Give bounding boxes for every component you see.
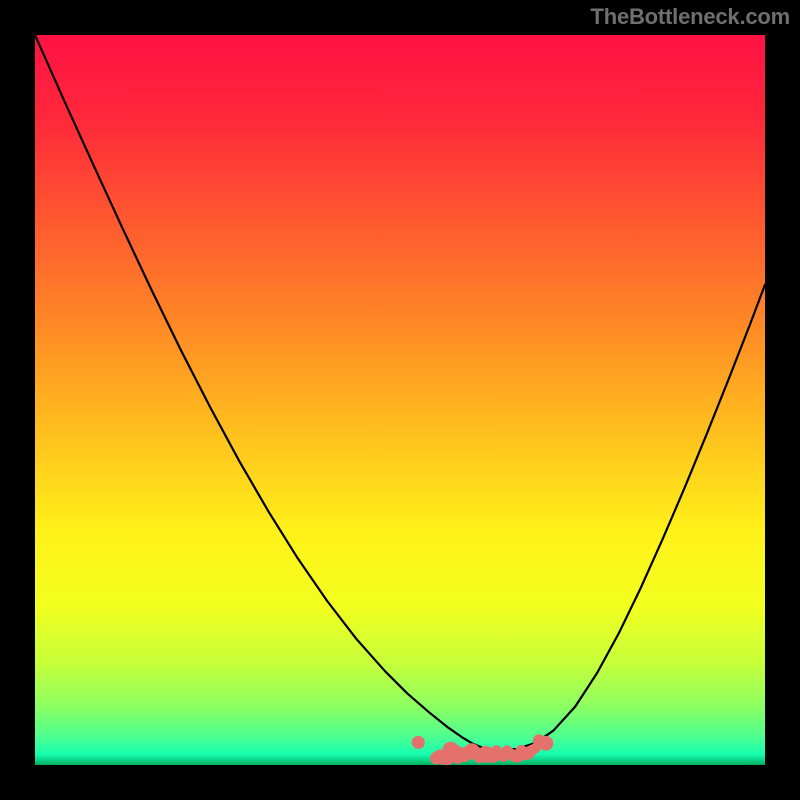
chart-stage: TheBottleneck.com bbox=[0, 0, 800, 800]
watermark-text: TheBottleneck.com bbox=[590, 4, 790, 30]
gradient-background bbox=[35, 35, 765, 765]
bottleneck-chart bbox=[0, 0, 800, 800]
